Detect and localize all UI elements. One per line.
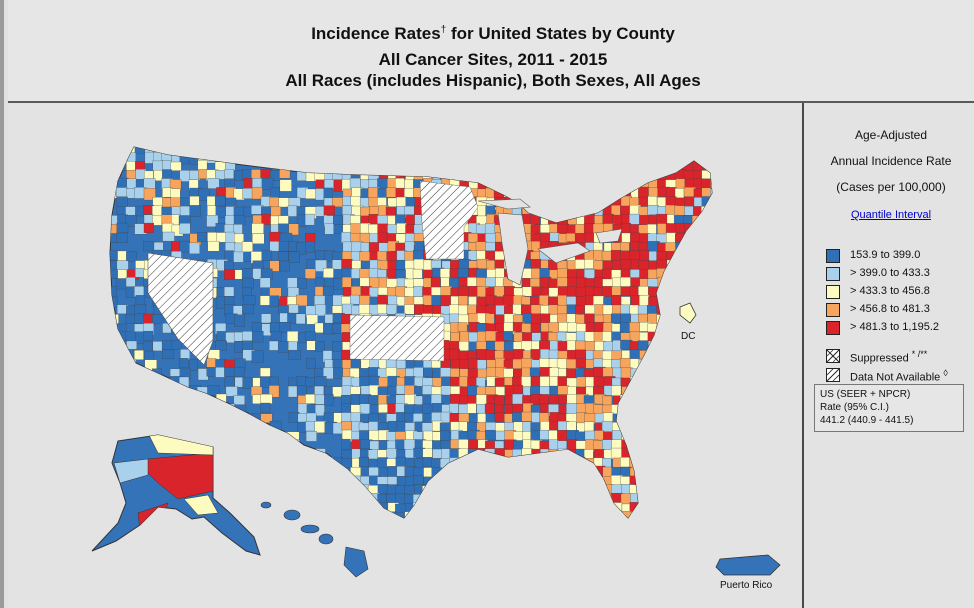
not-available-swatch xyxy=(826,368,840,382)
map-subtitle-sites: All Cancer Sites, 2011 - 2015 xyxy=(378,50,608,69)
us-rate-box: US (SEER + NPCR) Rate (95% C.I.) 441.2 (… xyxy=(814,384,964,432)
map-title: Incidence Rates† for United States by Co… xyxy=(311,24,675,43)
us-rate-heading: Rate (95% C.I.) xyxy=(820,402,889,413)
legend-swatch-3 xyxy=(826,285,840,299)
legend-swatch-5 xyxy=(826,321,840,335)
hawaii-shape xyxy=(260,501,369,578)
not-available-label: Data Not Available ◊ xyxy=(850,368,948,384)
legend-swatch-2 xyxy=(826,267,840,281)
legend-heading-1: Age-Adjusted xyxy=(854,128,928,142)
legend-bin-label-2: > 399.0 to 433.3 xyxy=(850,267,930,279)
dc-inset xyxy=(679,302,697,324)
alaska-shape xyxy=(91,434,261,556)
suppressed-label: Suppressed * /** xyxy=(850,349,928,365)
suppressed-swatch xyxy=(826,349,840,363)
us-rate-source: US (SEER + NPCR) xyxy=(820,389,911,400)
legend-bin-label-3: > 433.3 to 456.8 xyxy=(850,285,930,297)
county-map[interactable]: DC Puerto Rico xyxy=(8,103,802,608)
legend-heading-2: Annual Incidence Rate xyxy=(830,154,952,168)
legend-bin-label-5: > 481.3 to 1,195.2 xyxy=(850,321,939,333)
legend-bin-label-4: > 456.8 to 481.3 xyxy=(850,303,930,315)
dc-label: DC xyxy=(681,331,696,342)
legend-panel: Age-Adjusted Annual Incidence Rate (Case… xyxy=(804,103,974,608)
legend-swatch-4 xyxy=(826,303,840,317)
map-subtitle-population: All Races (includes Hispanic), Both Sexe… xyxy=(285,71,701,90)
puerto-rico-label: Puerto Rico xyxy=(720,580,773,591)
map-header: Incidence Rates† for United States by Co… xyxy=(8,0,974,103)
quantile-interval-link[interactable]: Quantile Interval xyxy=(850,209,932,221)
us-rate-value: 441.2 (440.9 - 441.5) xyxy=(820,415,914,426)
panel-divider xyxy=(802,103,804,608)
legend-swatch-1 xyxy=(826,249,840,263)
puerto-rico-shape xyxy=(715,554,781,576)
legend-heading-3: (Cases per 100,000) xyxy=(836,180,946,194)
legend-bin-label-1: 153.9 to 399.0 xyxy=(850,249,921,261)
